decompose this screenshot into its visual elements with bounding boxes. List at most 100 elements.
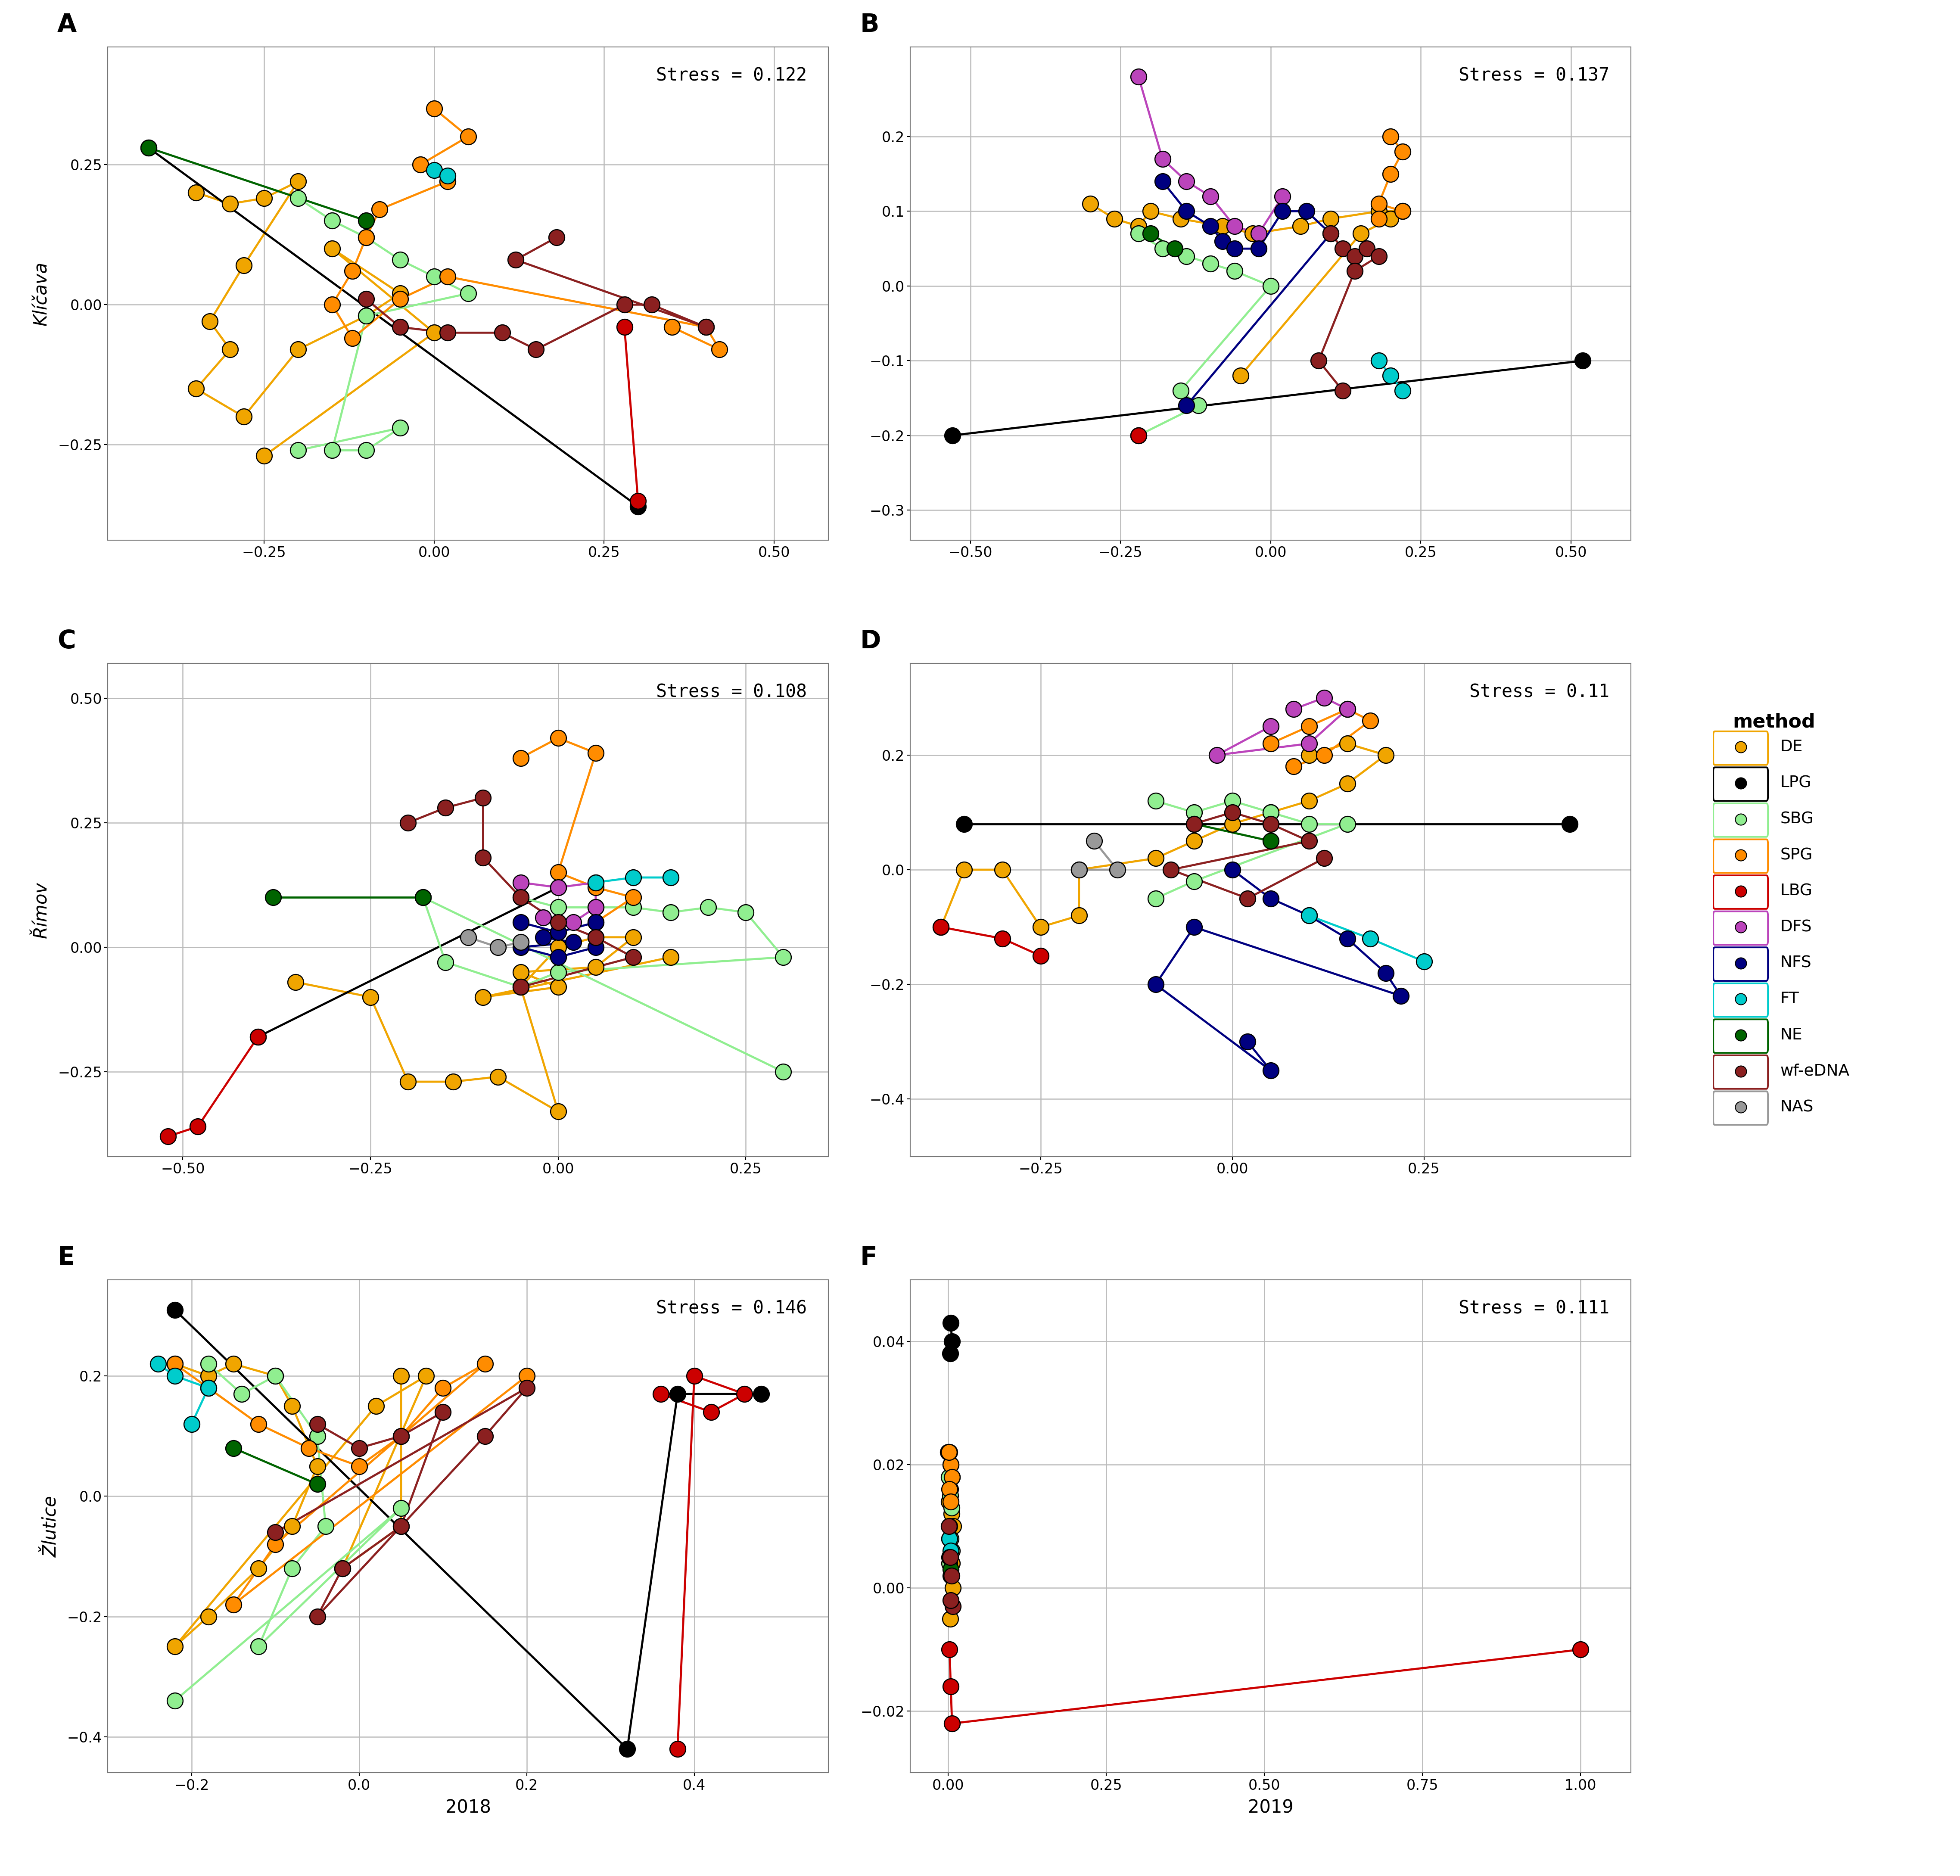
Text: E: E bbox=[57, 1246, 74, 1270]
FancyBboxPatch shape bbox=[1713, 732, 1768, 765]
Point bbox=[645, 1379, 676, 1409]
Point bbox=[1725, 805, 1756, 835]
Point bbox=[1178, 797, 1209, 827]
Point bbox=[543, 942, 574, 972]
Point bbox=[580, 893, 612, 923]
Point bbox=[408, 882, 439, 912]
Point bbox=[935, 1475, 966, 1505]
Point bbox=[259, 1360, 290, 1390]
Point bbox=[159, 1294, 190, 1324]
Point bbox=[935, 1523, 966, 1553]
Point bbox=[506, 882, 537, 912]
Y-axis label: Klíčava: Klíčava bbox=[33, 261, 51, 326]
Point bbox=[386, 1420, 417, 1450]
Point bbox=[935, 1542, 966, 1572]
Point bbox=[617, 923, 649, 953]
Point bbox=[1315, 219, 1347, 250]
Point bbox=[384, 311, 416, 341]
Point bbox=[294, 1433, 325, 1463]
Point bbox=[1294, 711, 1325, 741]
Point bbox=[1219, 255, 1250, 285]
Point bbox=[1354, 923, 1386, 953]
Point bbox=[259, 1360, 290, 1390]
Point bbox=[386, 1512, 417, 1542]
Point bbox=[243, 1409, 274, 1439]
Point bbox=[937, 1512, 968, 1542]
Point bbox=[1292, 197, 1323, 227]
Point bbox=[925, 912, 956, 942]
Point bbox=[1388, 197, 1419, 227]
Point bbox=[933, 1437, 964, 1467]
Point bbox=[417, 261, 449, 291]
Point bbox=[935, 1493, 966, 1523]
Point bbox=[1345, 219, 1376, 250]
Point bbox=[1354, 705, 1386, 735]
Text: Stress = 0.122: Stress = 0.122 bbox=[657, 68, 808, 84]
Point bbox=[1254, 884, 1286, 914]
Point bbox=[249, 441, 280, 471]
Point bbox=[1237, 219, 1268, 250]
Point bbox=[543, 893, 574, 923]
Point bbox=[557, 908, 588, 938]
Point bbox=[1254, 797, 1286, 827]
Point bbox=[935, 1604, 966, 1634]
Point bbox=[384, 246, 416, 276]
Point bbox=[429, 794, 461, 824]
Point bbox=[937, 1536, 968, 1566]
Point bbox=[466, 782, 498, 812]
Point bbox=[429, 947, 461, 977]
Point bbox=[541, 223, 572, 253]
Point bbox=[1141, 786, 1172, 816]
Point bbox=[1294, 786, 1325, 816]
Point bbox=[384, 278, 416, 308]
Point bbox=[580, 932, 612, 962]
Y-axis label: Římov: Římov bbox=[33, 882, 51, 938]
Point bbox=[214, 189, 245, 219]
Point bbox=[386, 1512, 417, 1542]
Point bbox=[1254, 1056, 1286, 1086]
Point bbox=[1294, 739, 1325, 769]
Point bbox=[365, 195, 396, 225]
Point bbox=[1309, 739, 1341, 769]
Point bbox=[361, 1390, 392, 1420]
Point bbox=[316, 206, 347, 236]
Point bbox=[468, 1349, 500, 1379]
Point bbox=[949, 809, 980, 839]
Point bbox=[937, 1572, 968, 1602]
Point bbox=[192, 1373, 223, 1403]
Point bbox=[1158, 234, 1190, 265]
Point bbox=[506, 927, 537, 957]
Point bbox=[386, 1420, 417, 1450]
Point bbox=[580, 867, 612, 897]
Point bbox=[662, 1379, 694, 1409]
Point bbox=[159, 1687, 190, 1717]
Text: DFS: DFS bbox=[1780, 919, 1811, 934]
Point bbox=[1362, 197, 1394, 227]
Point bbox=[949, 855, 980, 885]
Point bbox=[655, 942, 686, 972]
Point bbox=[257, 882, 288, 912]
Point bbox=[243, 1022, 274, 1052]
Point bbox=[933, 1548, 964, 1578]
X-axis label: 2019: 2019 bbox=[1249, 1799, 1294, 1816]
Point bbox=[1294, 825, 1325, 855]
Point bbox=[635, 289, 666, 319]
Point bbox=[580, 923, 612, 953]
Point bbox=[408, 882, 439, 912]
Text: Stress = 0.11: Stress = 0.11 bbox=[1470, 683, 1609, 702]
Point bbox=[453, 923, 484, 953]
Point bbox=[1170, 390, 1201, 420]
Text: Stress = 0.108: Stress = 0.108 bbox=[657, 683, 808, 702]
Point bbox=[431, 161, 463, 191]
Point bbox=[506, 972, 537, 1002]
FancyBboxPatch shape bbox=[1713, 767, 1768, 801]
Point bbox=[392, 809, 423, 839]
Point bbox=[506, 972, 537, 1002]
Point bbox=[1331, 923, 1362, 953]
Point bbox=[937, 1709, 968, 1739]
Point bbox=[506, 972, 537, 1002]
Point bbox=[506, 867, 537, 897]
Point bbox=[1147, 234, 1178, 265]
Point bbox=[768, 942, 800, 972]
Point bbox=[692, 893, 723, 923]
